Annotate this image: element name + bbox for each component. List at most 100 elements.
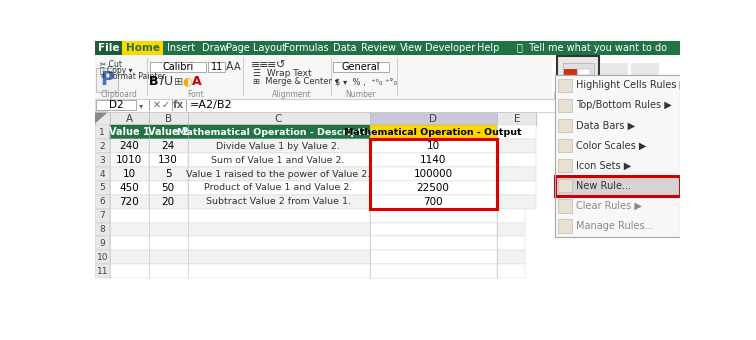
Bar (578, 77, 590, 83)
Text: A: A (125, 114, 133, 123)
Bar (96, 100, 136, 110)
Text: ≡: ≡ (251, 60, 260, 70)
Bar (110, 167, 149, 181)
Text: ✳ Format Painter: ✳ Format Painter (100, 72, 166, 82)
Text: Value 1: Value 1 (109, 128, 150, 137)
Text: Mathematical Operation - Description: Mathematical Operation - Description (178, 128, 379, 137)
Bar (110, 222, 525, 236)
Text: Mathematical Operation - Output: Mathematical Operation - Output (345, 128, 522, 137)
Text: 20: 20 (162, 197, 175, 207)
Bar (558, 79, 572, 92)
Bar (187, 167, 370, 181)
Text: Number: Number (345, 90, 376, 99)
Text: Manage Rules...: Manage Rules... (576, 221, 653, 231)
Text: B: B (149, 75, 158, 88)
Bar (556, 75, 680, 96)
Text: 4: 4 (100, 170, 105, 178)
Text: fx: fx (172, 100, 184, 110)
Text: 50: 50 (162, 183, 175, 193)
Text: ⊞  Merge & Center ▾: ⊞ Merge & Center ▾ (253, 77, 339, 86)
Bar (94, 125, 110, 139)
Text: Data: Data (333, 43, 357, 53)
Bar (370, 264, 497, 278)
Bar (110, 112, 149, 125)
Bar (556, 175, 680, 195)
Bar (370, 125, 497, 139)
Text: 6: 6 (99, 197, 105, 206)
Bar (187, 112, 370, 125)
Bar (149, 112, 187, 125)
Text: 8: 8 (99, 225, 105, 234)
Bar (370, 209, 497, 222)
Bar (558, 178, 572, 192)
Bar (556, 96, 680, 116)
Text: I: I (160, 75, 163, 88)
Text: ▾: ▾ (139, 101, 143, 109)
Text: ✓: ✓ (162, 100, 170, 110)
Bar (558, 99, 572, 113)
Text: File: File (98, 43, 119, 53)
Text: 9: 9 (99, 239, 105, 248)
Bar (122, 41, 163, 56)
Bar (370, 250, 497, 264)
Bar (110, 195, 149, 209)
Text: ⭘  Tell me what you want to do: ⭘ Tell me what you want to do (517, 43, 667, 53)
Text: 130: 130 (158, 155, 178, 165)
Text: New Rule...: New Rule... (576, 181, 631, 190)
Text: 720: 720 (119, 197, 139, 207)
Text: A: A (192, 75, 202, 88)
Text: Clear Rules ▶: Clear Rules ▶ (576, 201, 642, 210)
Bar (94, 41, 680, 55)
Bar (110, 195, 525, 209)
Bar (564, 77, 577, 83)
Text: In…: In… (662, 83, 677, 91)
Bar (555, 75, 680, 237)
Text: D2: D2 (109, 100, 123, 110)
Text: Draw: Draw (202, 43, 228, 53)
Text: ☰  Wrap Text: ☰ Wrap Text (253, 69, 312, 78)
Text: 700: 700 (423, 197, 443, 207)
Bar (600, 63, 627, 85)
Text: ◐: ◐ (183, 76, 192, 87)
Bar (94, 264, 110, 278)
Bar (149, 153, 187, 167)
Text: 1: 1 (99, 128, 105, 137)
Text: Formulas: Formulas (284, 43, 328, 53)
Text: 22500: 22500 (417, 183, 450, 193)
Bar (187, 153, 370, 167)
Text: 7: 7 (99, 211, 105, 220)
Bar (94, 195, 110, 209)
Bar (94, 236, 110, 250)
Text: 2: 2 (100, 142, 105, 151)
Bar (187, 181, 370, 195)
Bar (578, 69, 590, 75)
Bar (110, 139, 525, 153)
Bar (497, 139, 536, 153)
Text: Page Layout: Page Layout (225, 43, 286, 53)
Bar (564, 69, 577, 75)
Text: Sum of Value 1 and Value 2.: Sum of Value 1 and Value 2. (212, 156, 345, 165)
Text: C: C (274, 114, 282, 123)
Bar (370, 195, 497, 209)
Bar (209, 62, 225, 72)
Bar (110, 209, 525, 222)
Bar (370, 139, 497, 153)
Text: Icon Sets ▶: Icon Sets ▶ (576, 160, 631, 171)
Bar (558, 219, 572, 233)
Bar (96, 68, 118, 92)
Bar (187, 99, 552, 111)
Text: ✕: ✕ (153, 100, 160, 110)
Text: Clipboard: Clipboard (101, 90, 138, 99)
Bar (149, 167, 187, 181)
Text: ⊞: ⊞ (174, 76, 183, 87)
Bar (497, 181, 536, 195)
Text: 11: 11 (211, 62, 223, 72)
Bar (370, 153, 497, 167)
Bar (370, 236, 497, 250)
Bar (94, 209, 110, 222)
Bar (94, 55, 552, 99)
Bar (556, 195, 680, 216)
Text: Review: Review (361, 43, 395, 53)
Bar (110, 236, 525, 250)
Text: Color Scales ▶: Color Scales ▶ (576, 140, 646, 151)
